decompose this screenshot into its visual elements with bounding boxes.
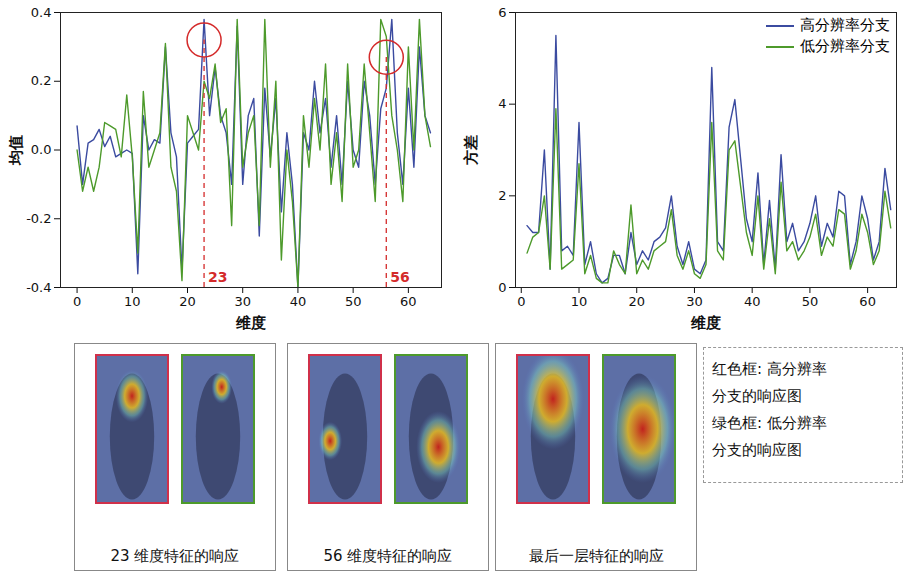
html-text:23 维度特征的响应: 23 维度特征的响应 xyxy=(110,547,240,565)
html-text:高分辨率分支: 高分辨率分支 xyxy=(800,16,890,34)
svg-text:50: 50 xyxy=(345,294,362,309)
html-text:绿色框: 低分辨率: 绿色框: 低分辨率 xyxy=(712,414,827,432)
svg-text:0: 0 xyxy=(73,294,81,309)
svg-text:6: 6 xyxy=(498,5,506,20)
html-text:分支的响应图: 分支的响应图 xyxy=(712,387,802,405)
svg-text:-0.2: -0.2 xyxy=(26,211,51,226)
svg-text:2: 2 xyxy=(498,188,506,203)
svg-text:0.4: 0.4 xyxy=(31,5,52,20)
svg-text:维度: 维度 xyxy=(235,314,266,332)
svg-text:0.0: 0.0 xyxy=(31,142,52,157)
svg-text:30: 30 xyxy=(234,294,251,309)
html-text:56 维度特征的响应: 56 维度特征的响应 xyxy=(323,547,453,565)
svg-text:-0.4: -0.4 xyxy=(26,280,51,295)
html-text:分支的响应图: 分支的响应图 xyxy=(712,441,802,459)
svg-text:56: 56 xyxy=(390,269,409,285)
svg-text:40: 40 xyxy=(744,294,761,309)
html-text:最后一层特征的响应: 最后一层特征的响应 xyxy=(528,547,664,565)
svg-text:20: 20 xyxy=(628,294,645,309)
svg-text:维度: 维度 xyxy=(690,314,721,332)
html-text:低分辨率分支: 低分辨率分支 xyxy=(800,37,890,55)
svg-text:0.2: 0.2 xyxy=(31,73,52,88)
html-text:红色框: 高分辨率: 红色框: 高分辨率 xyxy=(712,360,827,378)
svg-text:30: 30 xyxy=(686,294,703,309)
svg-text:10: 10 xyxy=(124,294,141,309)
svg-text:60: 60 xyxy=(400,294,417,309)
svg-text:10: 10 xyxy=(571,294,588,309)
svg-text:60: 60 xyxy=(859,294,876,309)
svg-text:20: 20 xyxy=(179,294,196,309)
svg-text:4: 4 xyxy=(498,96,506,111)
svg-text:0: 0 xyxy=(498,280,506,295)
svg-text:23: 23 xyxy=(208,269,227,285)
svg-text:均值: 均值 xyxy=(7,135,25,166)
svg-text:方差: 方差 xyxy=(462,135,480,166)
svg-text:0: 0 xyxy=(517,294,525,309)
svg-text:50: 50 xyxy=(802,294,819,309)
svg-text:40: 40 xyxy=(290,294,307,309)
